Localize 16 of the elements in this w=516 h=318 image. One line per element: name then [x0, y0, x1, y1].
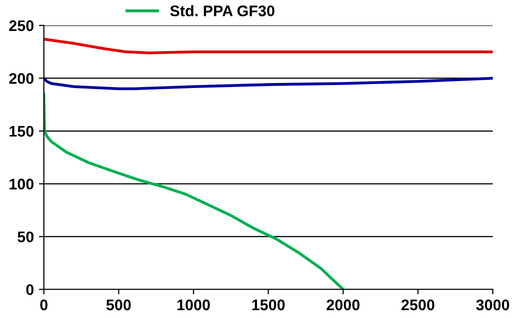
x-tick-label: 2500	[402, 300, 434, 310]
line-series	[44, 38, 493, 54]
y-tick-label: 150	[10, 126, 34, 137]
y-tick-label: 50	[18, 231, 34, 242]
line-series	[44, 92, 345, 290]
y-tick-label: 0	[26, 284, 34, 296]
y-tick-label: 100	[10, 178, 34, 190]
x-tick-label: 2000	[326, 300, 360, 310]
y-tick-label: 250	[9, 20, 34, 32]
x-tick-label: 1000	[177, 300, 210, 310]
y-tick-label: 200	[9, 73, 34, 84]
x-tick-label: 500	[106, 300, 131, 310]
x-tick-label: 0	[40, 300, 48, 310]
legend-label: Std. PPA GF30	[170, 5, 274, 16]
x-tick-label: 3000	[476, 300, 510, 310]
x-tick-label: 1500	[252, 300, 285, 310]
